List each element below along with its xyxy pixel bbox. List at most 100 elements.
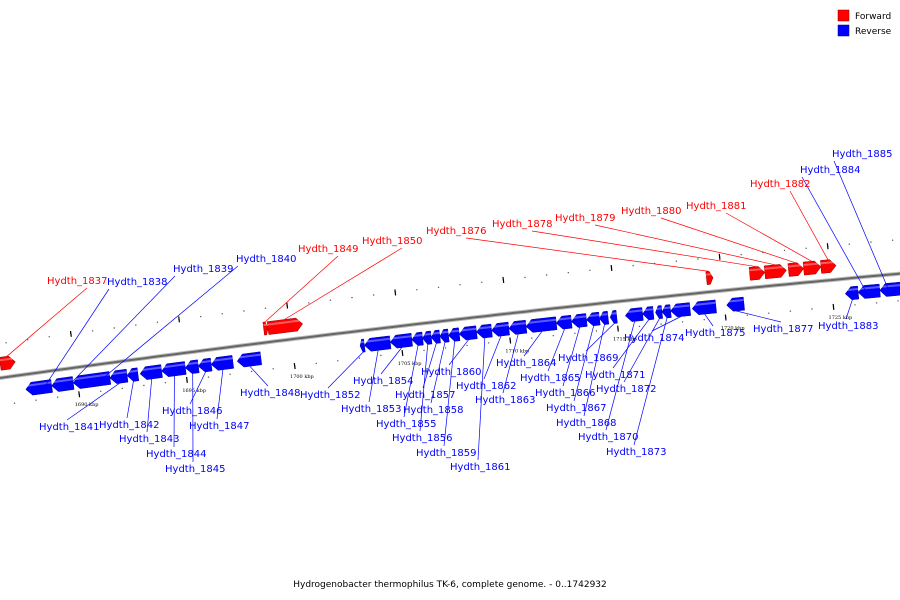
gene-label-hydth_1865[interactable]: Hydth_1865 [520, 373, 581, 384]
gene-label-hydth_1852[interactable]: Hydth_1852 [300, 390, 361, 401]
gene-arrow-hydth_1849[interactable] [262, 321, 269, 336]
gene-arrow-hydth_1874[interactable] [670, 302, 691, 318]
gene-arrow-hydth_1848[interactable] [236, 351, 262, 368]
gene-arrow-highlight [726, 299, 744, 303]
gene-label-hydth_1859[interactable]: Hydth_1859 [416, 448, 477, 459]
gene-arrow-highlight [51, 378, 73, 384]
gene-label-hydth_1882[interactable]: Hydth_1882 [750, 179, 811, 190]
gene-label-hydth_1844[interactable]: Hydth_1844 [146, 449, 207, 460]
gene-label-hydth_1867[interactable]: Hydth_1867 [546, 403, 607, 414]
scale-dot [351, 296, 353, 299]
gene-label-hydth_1878[interactable]: Hydth_1878 [492, 219, 553, 230]
gene-label-hydth_1847[interactable]: Hydth_1847 [189, 421, 250, 432]
gene-arrow-highlight [525, 318, 557, 325]
scale-dot [48, 336, 50, 338]
label-leader-hydth_1849 [264, 255, 339, 323]
gene-label-hydth_1840[interactable]: Hydth_1840 [236, 254, 297, 265]
gene-label-hydth_1871[interactable]: Hydth_1871 [585, 370, 646, 381]
gene-arrow-hydth_1885[interactable] [879, 281, 900, 297]
scale-tick [718, 253, 721, 260]
gene-label-hydth_1855[interactable]: Hydth_1855 [376, 419, 437, 430]
gene-label-hydth_1866[interactable]: Hydth_1866 [535, 388, 596, 399]
scale-dot [315, 362, 317, 365]
gene-label-hydth_1846[interactable]: Hydth_1846 [162, 406, 223, 417]
gene-label-hydth_1869[interactable]: Hydth_1869 [558, 353, 619, 364]
gene-label-hydth_1853[interactable]: Hydth_1853 [341, 404, 402, 415]
gene-arrow-highlight [109, 371, 127, 376]
gene-arrow-highlight [236, 353, 261, 359]
gene-arrow-hydth_1878[interactable] [748, 266, 766, 281]
scale-dot [768, 312, 770, 314]
gene-label-hydth_1838[interactable]: Hydth_1838 [107, 277, 168, 288]
scale-dot [811, 308, 813, 310]
gene-arrow-hydth_1871[interactable] [642, 306, 655, 321]
gene-label-hydth_1854[interactable]: Hydth_1854 [353, 376, 414, 387]
gene-arrow-highlight [857, 286, 880, 290]
gene-label-hydth_1885[interactable]: Hydth_1885 [832, 149, 893, 160]
gene-label-hydth_1843[interactable]: Hydth_1843 [119, 434, 180, 445]
gene-arrow-highlight [642, 308, 654, 312]
gene-label-hydth_1876[interactable]: Hydth_1876 [426, 226, 487, 237]
gene-arrow-hydth_1869[interactable] [609, 310, 618, 324]
gene-arrow-hydth_1880[interactable] [787, 262, 805, 277]
gene-label-hydth_1856[interactable]: Hydth_1856 [392, 433, 453, 444]
gene-label-hydth_1870[interactable]: Hydth_1870 [578, 432, 639, 443]
scale-dot [380, 354, 382, 357]
gene-label-hydth_1842[interactable]: Hydth_1842 [99, 420, 160, 431]
gene-arrow-hydth_1879[interactable] [763, 264, 787, 280]
gene-arrow-hydth_1877[interactable] [726, 296, 745, 312]
gene-label-hydth_1863[interactable]: Hydth_1863 [475, 395, 536, 406]
gene-arrow-hydth_1875[interactable] [691, 299, 717, 315]
gene-label-hydth_1884[interactable]: Hydth_1884 [800, 165, 861, 176]
gene-label-hydth_1860[interactable]: Hydth_1860 [421, 367, 482, 378]
gene-arrow-hydth_1881[interactable] [802, 260, 822, 276]
gene-label-hydth_1879[interactable]: Hydth_1879 [555, 213, 616, 224]
gene-label-hydth_1874[interactable]: Hydth_1874 [624, 333, 685, 344]
gene-label-hydth_1857[interactable]: Hydth_1857 [395, 390, 456, 401]
gene-label-hydth_1881[interactable]: Hydth_1881 [686, 201, 747, 212]
gene-label-hydth_1868[interactable]: Hydth_1868 [556, 418, 617, 429]
gene-arrow-hydth_1850[interactable] [266, 317, 303, 335]
gene-arrow-highlight [749, 267, 765, 272]
scale-dot [740, 253, 742, 256]
scale-tick-label: 1715 kbp [613, 337, 637, 343]
scale-tick-label: 1710 kbp [505, 348, 529, 354]
gene-label-hydth_1841[interactable]: Hydth_1841 [39, 422, 100, 433]
gene-label-hydth_1875[interactable]: Hydth_1875 [685, 328, 746, 339]
gene-arrow-highlight [475, 326, 492, 330]
scale-tick-label: 1700 kbp [290, 374, 314, 380]
gene-label-hydth_1839[interactable]: Hydth_1839 [173, 264, 234, 275]
legend-label-forward: Forward [855, 12, 891, 22]
gene-label-hydth_1849[interactable]: Hydth_1849 [298, 244, 359, 255]
gene-arrow-highlight [624, 309, 643, 314]
gene-arrow-highlight [764, 265, 787, 270]
gene-label-hydth_1837[interactable]: Hydth_1837 [47, 276, 108, 287]
gene-arrow-hydth_1855[interactable] [411, 331, 424, 346]
gene-arrow-hydth_1842[interactable] [126, 367, 140, 382]
gene-arrow-highlight [844, 288, 858, 292]
gene-arrow-hydth_1847[interactable] [210, 355, 234, 371]
gene-label-hydth_1848[interactable]: Hydth_1848 [240, 388, 301, 399]
gene-label-hydth_1880[interactable]: Hydth_1880 [621, 206, 682, 217]
gene-label-hydth_1858[interactable]: Hydth_1858 [403, 405, 464, 416]
gene-label-hydth_1862[interactable]: Hydth_1862 [456, 381, 517, 392]
gene-label-hydth_1877[interactable]: Hydth_1877 [753, 324, 814, 335]
gene-label-hydth_1850[interactable]: Hydth_1850 [362, 236, 423, 247]
scale-dot [221, 313, 223, 315]
label-leader-hydth_1884 [801, 176, 870, 299]
gene-arrow-highlight [458, 327, 477, 332]
gene-arrow-hydth_1882[interactable] [820, 259, 837, 274]
label-leader-hydth_1858 [430, 342, 446, 404]
gene-arrow-hydth_1868[interactable] [599, 310, 610, 325]
scale-tick [610, 264, 613, 272]
gene-label-hydth_1883[interactable]: Hydth_1883 [818, 321, 879, 332]
label-leader-hydth_1856 [419, 344, 429, 432]
gene-arrow-highlight [439, 330, 449, 334]
scale-dot [416, 289, 418, 291]
gene-label-hydth_1873[interactable]: Hydth_1873 [606, 447, 667, 458]
gene-label-hydth_1864[interactable]: Hydth_1864 [496, 358, 557, 369]
gene-label-hydth_1845[interactable]: Hydth_1845 [165, 464, 226, 475]
gene-label-hydth_1872[interactable]: Hydth_1872 [596, 384, 657, 395]
gene-label-hydth_1861[interactable]: Hydth_1861 [450, 462, 511, 473]
